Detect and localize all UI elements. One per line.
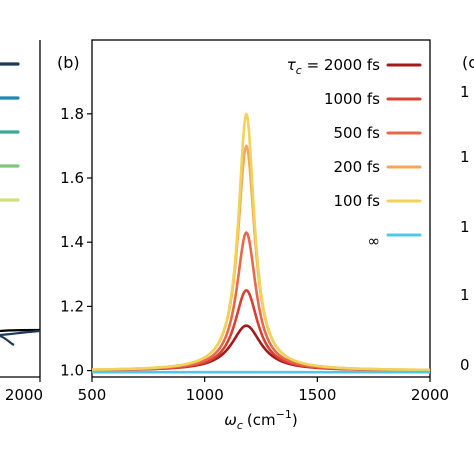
legend-label: 100 fs xyxy=(334,192,381,210)
x-axis-label-unit-exponent: −1 xyxy=(276,408,292,421)
legend-label: 500 fs xyxy=(334,124,381,142)
right-panel-tick-label: 1 xyxy=(460,148,470,166)
legend-label: ∞ xyxy=(368,232,381,250)
right-panel-fragment: (c 1 1 1 1 0 xyxy=(460,53,474,374)
x-axis-ticks: 500 1000 1500 2000 xyxy=(78,377,449,404)
right-panel-tick-label: 0 xyxy=(460,356,470,374)
x-axis-label-unit-close: ) xyxy=(292,411,298,429)
left-panel-curve xyxy=(0,328,41,333)
left-panel-curve xyxy=(0,334,15,346)
legend-label: 200 fs xyxy=(334,158,381,176)
left-panel-fragment: 2000 xyxy=(0,40,43,404)
y-tick-label: 1.8 xyxy=(60,105,84,123)
panel-label: (b) xyxy=(57,53,80,72)
y-axis-ticks: 1.0 1.2 1.4 1.6 1.8 xyxy=(60,105,92,380)
right-panel-tick-labels: 1 1 1 1 0 xyxy=(460,83,470,374)
right-panel-tick-label: 1 xyxy=(460,83,470,101)
left-panel-legend xyxy=(0,62,20,202)
x-tick-label: 2000 xyxy=(411,386,449,404)
legend-label: τc = 2000 fs xyxy=(287,56,380,77)
y-tick-label: 1.6 xyxy=(60,169,84,187)
right-panel-tick-label: 1 xyxy=(460,286,470,304)
left-panel-curve xyxy=(0,329,41,337)
y-tick-label: 1.4 xyxy=(60,233,84,251)
legend-label: 1000 fs xyxy=(324,90,380,108)
x-tick-label: 1000 xyxy=(186,386,224,404)
right-panel-tick-label: 1 xyxy=(460,218,470,236)
x-tick-label: 1500 xyxy=(298,386,336,404)
series-lines xyxy=(91,112,431,374)
plot-frame xyxy=(91,39,431,378)
y-tick-label: 1.2 xyxy=(60,297,84,315)
x-axis-label: ωc (cm−1) xyxy=(224,408,297,432)
legend: τc = 2000 fs 1000 fs 500 fs 200 fs 100 fs ∞ xyxy=(287,56,422,250)
series-line xyxy=(91,112,431,372)
series-line xyxy=(91,144,431,372)
x-tick-label: 500 xyxy=(78,386,107,404)
x-axis-label-symbol: ω xyxy=(224,411,237,429)
main-panel: 1.0 1.2 1.4 1.6 1.8 500 1000 1500 2000 (b) τc =… xyxy=(57,39,449,432)
right-panel-label: (c xyxy=(462,53,474,72)
left-panel-x-tick-label: 2000 xyxy=(5,386,43,404)
x-axis-label-unit: (cm xyxy=(247,411,276,429)
y-tick-label: 1.0 xyxy=(60,362,84,380)
x-axis-label-subscript: c xyxy=(237,419,243,432)
